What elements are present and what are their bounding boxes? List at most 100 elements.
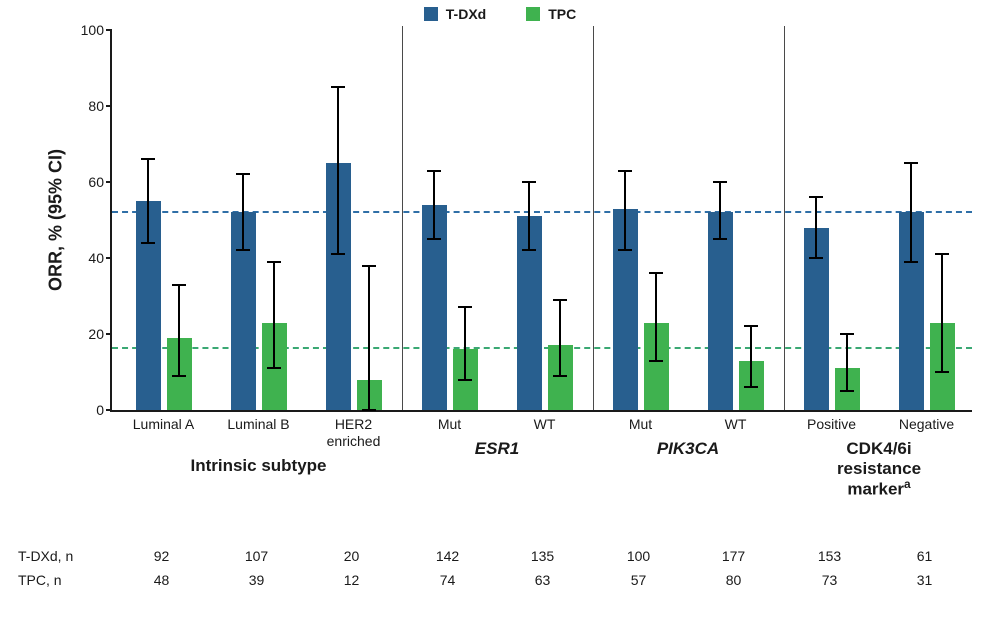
error-cap bbox=[522, 249, 536, 251]
error-cap bbox=[553, 375, 567, 377]
y-tick-mark bbox=[106, 29, 112, 31]
table-row: TPC, n483912746357807331 bbox=[18, 572, 978, 596]
table-row-label: T-DXd, n bbox=[18, 548, 73, 564]
n-table: T-DXd, n921072014213510017715361TPC, n48… bbox=[18, 548, 978, 596]
error-cap bbox=[458, 306, 472, 308]
table-cell: 80 bbox=[726, 572, 742, 588]
group-label: PIK3CA bbox=[657, 439, 719, 459]
error-cap bbox=[618, 249, 632, 251]
error-cap bbox=[427, 238, 441, 240]
error-bar bbox=[750, 326, 752, 387]
error-bar bbox=[655, 273, 657, 360]
error-bar bbox=[528, 182, 530, 250]
y-tick-mark bbox=[106, 409, 112, 411]
y-tick-label: 60 bbox=[64, 174, 112, 190]
chart: ORR, % (95% CI) 020406080100Luminal ALum… bbox=[70, 30, 970, 450]
table-cell: 100 bbox=[627, 548, 650, 564]
error-bar bbox=[368, 266, 370, 410]
error-cap bbox=[904, 261, 918, 263]
legend-label-tdxd: T-DXd bbox=[446, 6, 486, 22]
error-cap bbox=[236, 173, 250, 175]
y-tick-mark bbox=[106, 105, 112, 107]
table-cell: 74 bbox=[440, 572, 456, 588]
error-bar bbox=[719, 182, 721, 239]
error-bar bbox=[910, 163, 912, 262]
table-cell: 142 bbox=[436, 548, 459, 564]
category-label: Luminal A bbox=[133, 416, 194, 433]
legend-label-tpc: TPC bbox=[548, 6, 576, 22]
legend-swatch-tdxd bbox=[424, 7, 438, 21]
category-label: WT bbox=[534, 416, 556, 433]
error-cap bbox=[840, 390, 854, 392]
table-cell: 63 bbox=[535, 572, 551, 588]
error-cap bbox=[331, 253, 345, 255]
error-cap bbox=[267, 261, 281, 263]
error-cap bbox=[744, 386, 758, 388]
error-cap bbox=[362, 265, 376, 267]
error-bar bbox=[273, 262, 275, 368]
y-tick-label: 0 bbox=[64, 402, 112, 418]
error-cap bbox=[553, 299, 567, 301]
error-bar bbox=[846, 334, 848, 391]
table-row-label: TPC, n bbox=[18, 572, 62, 588]
category-label: HER2 enriched bbox=[327, 416, 381, 450]
error-bar bbox=[559, 300, 561, 376]
error-cap bbox=[649, 272, 663, 274]
error-cap bbox=[713, 181, 727, 183]
table-row: T-DXd, n921072014213510017715361 bbox=[18, 548, 978, 572]
y-tick-mark bbox=[106, 333, 112, 335]
y-tick-mark bbox=[106, 181, 112, 183]
group-divider bbox=[784, 26, 785, 410]
category-label: Positive bbox=[807, 416, 856, 433]
table-cell: 153 bbox=[818, 548, 841, 564]
error-cap bbox=[935, 371, 949, 373]
error-cap bbox=[141, 242, 155, 244]
y-tick-label: 20 bbox=[64, 326, 112, 342]
table-cell: 20 bbox=[344, 548, 360, 564]
error-bar bbox=[178, 285, 180, 376]
error-cap bbox=[172, 284, 186, 286]
error-cap bbox=[267, 367, 281, 369]
category-label: Mut bbox=[629, 416, 652, 433]
error-cap bbox=[427, 170, 441, 172]
legend-item-tdxd: T-DXd bbox=[424, 6, 486, 22]
error-cap bbox=[236, 249, 250, 251]
group-label: ESR1 bbox=[475, 439, 519, 459]
table-cell: 12 bbox=[344, 572, 360, 588]
y-axis-label: ORR, % (95% CI) bbox=[46, 149, 67, 291]
error-cap bbox=[458, 379, 472, 381]
error-bar bbox=[433, 171, 435, 239]
error-cap bbox=[522, 181, 536, 183]
error-cap bbox=[840, 333, 854, 335]
error-bar bbox=[464, 307, 466, 379]
legend-item-tpc: TPC bbox=[526, 6, 576, 22]
plot-area: ORR, % (95% CI) 020406080100Luminal ALum… bbox=[110, 30, 972, 412]
error-cap bbox=[809, 196, 823, 198]
y-tick-mark bbox=[106, 257, 112, 259]
y-tick-label: 80 bbox=[64, 98, 112, 114]
error-cap bbox=[744, 325, 758, 327]
table-cell: 61 bbox=[917, 548, 933, 564]
legend: T-DXd TPC bbox=[0, 0, 1000, 22]
category-label: Negative bbox=[899, 416, 954, 433]
bar-tdxd bbox=[708, 212, 733, 410]
y-tick-label: 40 bbox=[64, 250, 112, 266]
table-cell: 177 bbox=[722, 548, 745, 564]
error-bar bbox=[624, 171, 626, 251]
group-divider bbox=[593, 26, 594, 410]
table-cell: 39 bbox=[249, 572, 265, 588]
error-cap bbox=[141, 158, 155, 160]
error-bar bbox=[147, 159, 149, 243]
group-divider bbox=[402, 26, 403, 410]
table-cell: 92 bbox=[154, 548, 170, 564]
table-cell: 73 bbox=[822, 572, 838, 588]
error-bar bbox=[815, 197, 817, 258]
category-label: Luminal B bbox=[227, 416, 289, 433]
table-cell: 57 bbox=[631, 572, 647, 588]
group-label: Intrinsic subtype bbox=[190, 456, 326, 476]
error-bar bbox=[337, 87, 339, 254]
error-cap bbox=[649, 360, 663, 362]
error-cap bbox=[362, 409, 376, 411]
error-cap bbox=[172, 375, 186, 377]
error-cap bbox=[935, 253, 949, 255]
